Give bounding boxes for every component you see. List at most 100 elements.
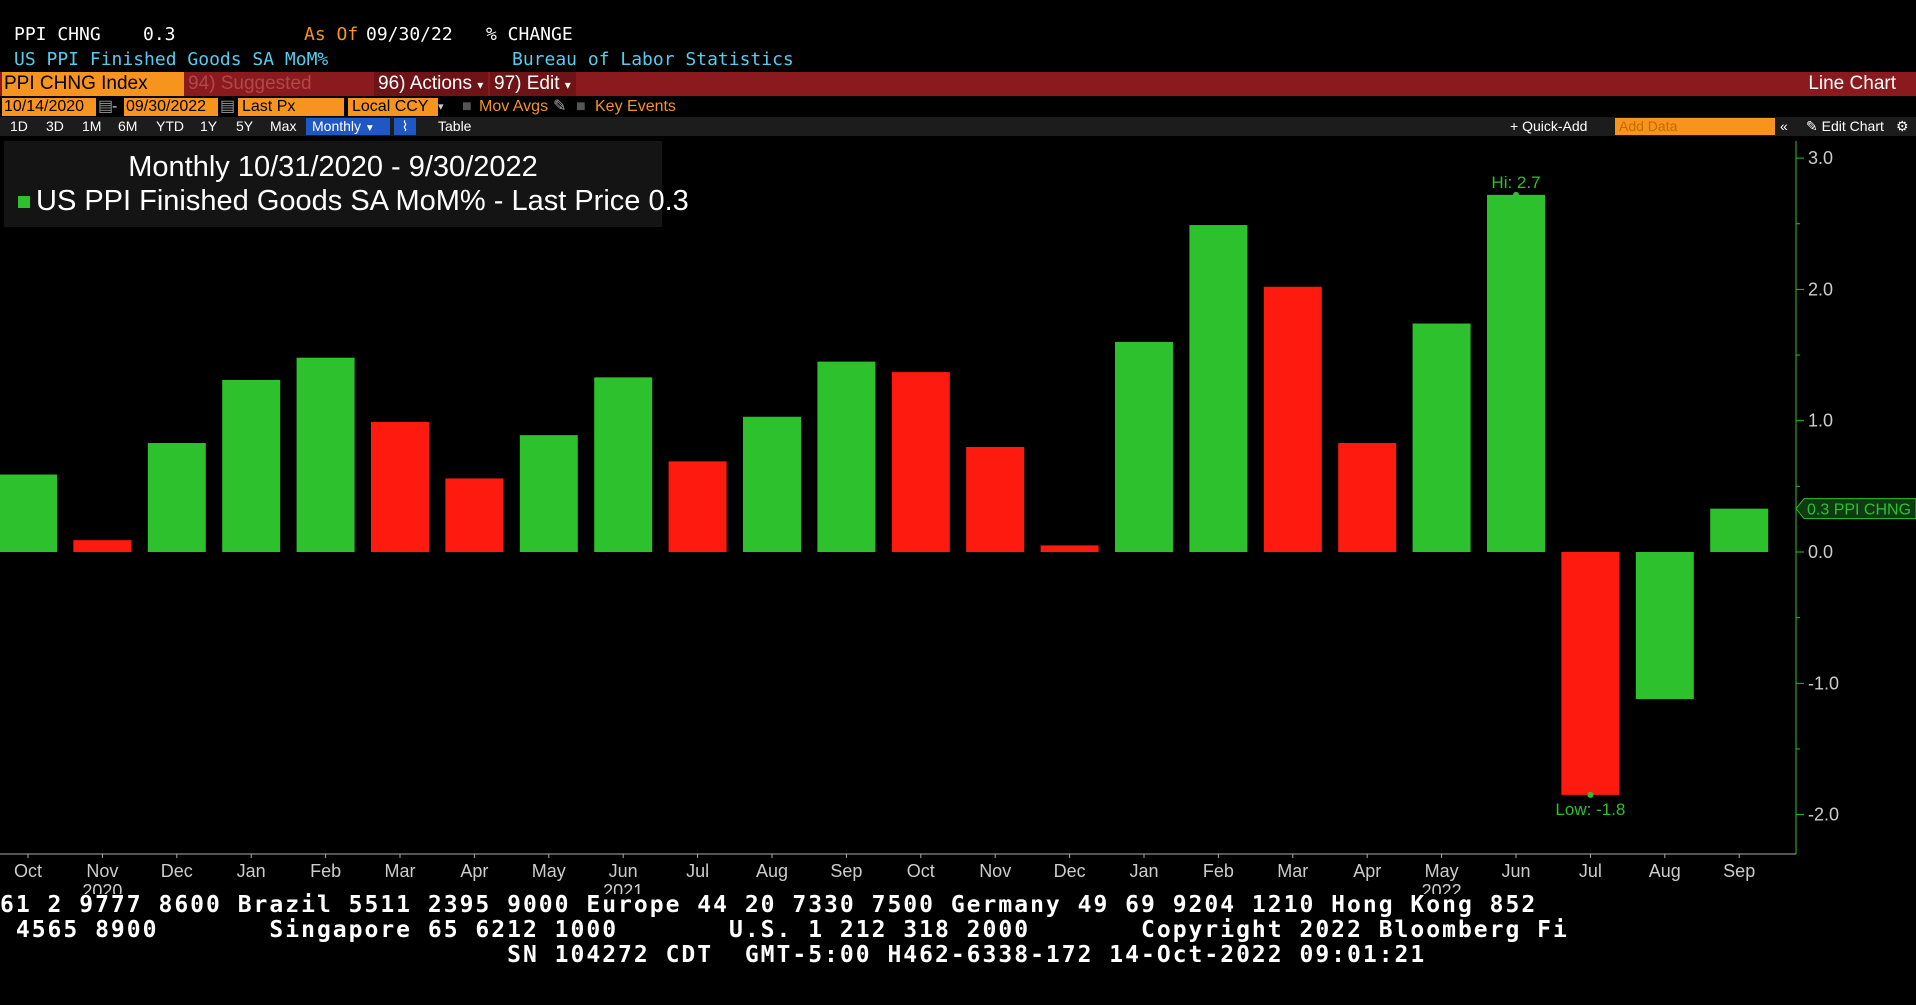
pencil-icon: ✎ (1806, 118, 1818, 134)
bar (73, 540, 132, 552)
settings-gear-icon[interactable]: ⚙ (1896, 118, 1909, 134)
x-tick-label: Nov (86, 861, 118, 881)
bar (371, 422, 429, 552)
frequency-select[interactable]: Monthly ▼ (306, 118, 390, 135)
data-source: Bureau of Labor Statistics (512, 49, 794, 70)
asof-date: 09/30/22 (366, 24, 453, 45)
bar (1338, 443, 1397, 552)
start-date-field[interactable]: 10/14/2020 (2, 98, 96, 116)
y-tick-label: 0.0 (1808, 542, 1833, 562)
period-1y[interactable]: 1Y (200, 118, 218, 134)
bar (817, 361, 876, 552)
bar (743, 416, 801, 552)
change-label: % CHANGE (486, 24, 573, 45)
chart-style-icon[interactable]: ⌇ (394, 118, 416, 135)
table-button[interactable]: Table (438, 118, 472, 134)
bar (594, 377, 653, 552)
period-6m[interactable]: 6M (118, 118, 138, 134)
function-toolbar: PPI CHNG Index 94) Suggested Charts 96) … (0, 72, 1916, 118)
period-ytd[interactable]: YTD (156, 118, 184, 134)
legend-swatch (18, 196, 30, 209)
footer-contact-line-2: 4565 8900 Singapore 65 6212 1000 U.S. 1 … (0, 917, 1569, 943)
x-year-label: 2020 (82, 881, 122, 894)
collapse-icon[interactable]: « (1780, 118, 1788, 134)
chevron-down-icon: ▾ (564, 78, 571, 92)
x-tick-label: Jan (1129, 861, 1158, 881)
x-tick-label: Jun (609, 861, 638, 881)
end-date-field[interactable]: 09/30/2022 (124, 98, 218, 116)
bar (1635, 552, 1694, 700)
x-tick-label: Oct (907, 861, 935, 881)
bar (1412, 323, 1471, 552)
bar (1710, 508, 1769, 552)
y-tick-label: -1.0 (1808, 673, 1839, 693)
chart-title: Monthly 10/31/2020 - 9/30/2022 (128, 151, 538, 183)
calendar-icon[interactable]: ▤ (98, 98, 114, 115)
footer-session-line: SN 104272 CDT GMT-5:00 H462-6338-172 14-… (0, 942, 1427, 968)
x-tick-label: Jul (1579, 861, 1602, 881)
bar (296, 357, 355, 552)
x-tick-label: Apr (460, 861, 488, 881)
x-tick-label: Sep (1723, 861, 1755, 881)
period-1m[interactable]: 1M (82, 118, 102, 134)
x-tick-label: Mar (385, 861, 416, 881)
bar (1189, 225, 1248, 553)
chart-legend: Monthly 10/31/2020 - 9/30/2022 US PPI Fi… (4, 141, 689, 227)
bar (519, 435, 578, 552)
chevron-down-icon[interactable]: ▾ (438, 101, 444, 113)
legend-series[interactable]: US PPI Finished Goods SA MoM% - Last Pri… (18, 185, 689, 218)
x-tick-label: Sep (830, 861, 862, 881)
chart-type-label[interactable]: Line Chart (1808, 73, 1896, 94)
hi-marker (1513, 191, 1519, 198)
edit-menu[interactable]: 97) Edit ▾ (490, 72, 576, 96)
x-tick-label: Dec (1054, 861, 1086, 881)
security-field[interactable]: PPI CHNG Index (2, 72, 184, 96)
legend-series-name: US PPI Finished Goods SA MoM% - Last Pri… (36, 185, 641, 217)
x-tick-label: Aug (756, 861, 788, 881)
security-header: PPI CHNG 0.3 As Of 09/30/22 % CHANGE US … (0, 0, 1916, 70)
mov-avgs-checkbox[interactable]: ■ (462, 98, 472, 115)
actions-label: 96) Actions (378, 73, 472, 94)
currency-select[interactable]: Local CCY (348, 98, 438, 116)
quick-add-button[interactable]: + Quick-Add (1510, 118, 1588, 134)
security-description: US PPI Finished Goods SA MoM% (14, 49, 329, 70)
bar (1115, 341, 1173, 552)
bar (891, 372, 950, 552)
y-tick-label: 2.0 (1808, 279, 1833, 299)
x-year-label: 2022 (1422, 881, 1462, 894)
period-max[interactable]: Max (270, 118, 297, 134)
price-field-select[interactable]: Last Px (238, 98, 344, 116)
period-1d[interactable]: 1D (10, 118, 28, 134)
x-year-label: 2021 (603, 881, 643, 894)
frequency-label: Monthly (312, 118, 362, 134)
last-price-label: 0.3 PPI CHNG (1807, 502, 1911, 519)
edit-chart-button[interactable]: ✎ Edit Chart (1806, 118, 1884, 135)
period-5y[interactable]: 5Y (236, 118, 254, 134)
x-tick-label: Aug (1649, 861, 1681, 881)
bar (1487, 194, 1545, 552)
bar (1263, 286, 1322, 552)
chevron-down-icon: ▾ (477, 78, 484, 92)
bar (668, 461, 727, 552)
x-tick-label: Jun (1501, 861, 1530, 881)
calendar-icon[interactable]: ▤ (220, 98, 236, 115)
key-events-checkbox[interactable]: ■ (576, 98, 586, 115)
bar (222, 379, 281, 552)
x-tick-label: Dec (161, 861, 193, 881)
legend-last-value: 0.3 (648, 185, 689, 217)
actions-menu[interactable]: 96) Actions ▾ (374, 72, 488, 96)
edit-chart-label: Edit Chart (1821, 118, 1884, 134)
last-price-tag (1795, 498, 1916, 520)
pencil-icon[interactable]: ✎ (553, 98, 567, 115)
y-tick-label: 1.0 (1808, 411, 1833, 431)
last-value: 0.3 (143, 24, 176, 45)
x-tick-label: May (1425, 861, 1459, 881)
add-data-input[interactable]: Add Data (1615, 118, 1775, 135)
key-events-label: Key Events (595, 98, 676, 115)
hi-label: Hi: 2.7 (1491, 173, 1540, 192)
x-tick-label: Oct (14, 861, 42, 881)
suggested-charts-button[interactable]: 94) Suggested Charts (186, 72, 370, 118)
edit-label: 97) Edit (494, 73, 560, 94)
period-3d[interactable]: 3D (46, 118, 64, 134)
x-tick-label: Jul (686, 861, 709, 881)
